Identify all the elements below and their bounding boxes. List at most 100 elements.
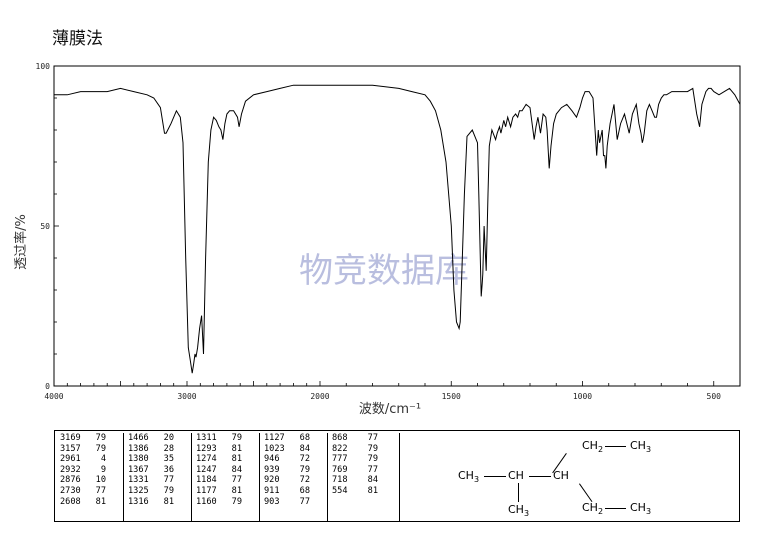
bond-left [484, 476, 506, 477]
structure-ch3-top: CH3 [630, 439, 652, 455]
peak-wavenumber: 3169 [60, 433, 81, 443]
peak-wavenumber: 1023 [264, 443, 285, 454]
peak-row: 554 81 [327, 486, 399, 497]
peak-transmittance: 79 [231, 433, 242, 443]
peak-wavenumber: 920 [264, 475, 280, 486]
peak-transmittance: 77 [299, 496, 310, 507]
peak-row: 868 77 [327, 433, 399, 444]
peak-wavenumber: 2961 [60, 454, 81, 465]
peak-row: 1184 77 [191, 475, 259, 486]
peak-column: 1127 68 1023 84 946 72 939 79 920 72 911 68 903 77 [259, 433, 328, 521]
x-tick-label: 1000 [573, 392, 592, 401]
peak-transmittance: 35 [163, 454, 174, 465]
structure-ch-center: CH [508, 469, 524, 482]
peak-wavenumber: 1274 [196, 454, 217, 465]
x-axis: 4000 3000 2000 1500 1000 500 [44, 381, 741, 401]
structure-ch2-top: CH2 [582, 439, 604, 455]
method-label: 薄膜法 [52, 29, 103, 49]
peak-wavenumber: 2932 [60, 464, 81, 475]
peak-transmittance: 84 [367, 475, 378, 486]
x-tick-label: 1500 [442, 392, 461, 401]
peak-row: 769 77 [327, 465, 399, 476]
peak-row: 1380 35 [123, 454, 191, 465]
x-tick-label: 2000 [310, 392, 329, 401]
peak-wavenumber: 1386 [128, 443, 149, 454]
y-tick-label: 50 [40, 222, 50, 231]
peak-wavenumber: 1466 [128, 433, 149, 443]
peak-wavenumber: 1127 [264, 433, 285, 443]
peak-transmittance: 20 [163, 433, 174, 443]
watermark: 物竞数据库 [299, 251, 469, 291]
peak-row: 1386 28 [123, 444, 191, 455]
peak-row: 1367 36 [123, 465, 191, 476]
peak-transmittance: 79 [231, 496, 242, 507]
peak-wavenumber: 554 [332, 485, 348, 496]
peak-transmittance: 36 [163, 464, 174, 475]
peak-row: 939 79 [259, 465, 327, 476]
peak-transmittance: 79 [367, 443, 378, 454]
peak-transmittance: 68 [299, 433, 310, 443]
peak-wavenumber: 2876 [60, 475, 81, 486]
y-tick-label: 100 [36, 62, 51, 71]
peak-row: 2876 10 [55, 475, 123, 486]
y-axis-title: 透过率/% [13, 214, 29, 270]
y-axis: 0 50 100 [36, 62, 59, 391]
peak-transmittance: 10 [95, 475, 106, 486]
peak-transmittance: 81 [163, 496, 174, 507]
peak-transmittance: 79 [95, 433, 106, 443]
peak-row: 1311 79 [191, 433, 259, 444]
peak-row: 3169 79 [55, 433, 123, 444]
peak-table: 3169 79 3157 79 2961 4 2932 9 2876 10 2730 77 2608 81… [54, 430, 740, 522]
peak-transmittance: 77 [367, 433, 378, 443]
peak-transmittance: 79 [299, 464, 310, 475]
peak-wavenumber: 718 [332, 475, 348, 486]
peak-row: 920 72 [259, 475, 327, 486]
bond-center [529, 476, 551, 477]
peak-wavenumber: 1160 [196, 496, 217, 507]
peak-column: 868 77 822 79 777 79 769 77 718 84 554 81 [327, 433, 400, 521]
peak-transmittance: 81 [231, 443, 242, 454]
structure-ch2-bottom: CH2 [582, 501, 604, 517]
peak-wavenumber: 769 [332, 464, 348, 475]
peak-transmittance: 79 [95, 443, 106, 454]
peak-row: 1127 68 [259, 433, 327, 444]
peak-wavenumber: 911 [264, 485, 280, 496]
peak-row: 1160 79 [191, 497, 259, 508]
peak-row: 1331 77 [123, 475, 191, 486]
peak-row: 911 68 [259, 486, 327, 497]
peak-wavenumber: 1293 [196, 443, 217, 454]
peak-wavenumber: 777 [332, 454, 348, 465]
peak-transmittance: 77 [367, 464, 378, 475]
peak-wavenumber: 1177 [196, 485, 217, 496]
peak-wavenumber: 2608 [60, 496, 81, 507]
peak-transmittance: 77 [231, 475, 242, 486]
peak-transmittance: 81 [231, 454, 242, 465]
peak-transmittance: 79 [163, 485, 174, 496]
peak-row: 1247 84 [191, 465, 259, 476]
x-tick-label: 500 [707, 392, 722, 401]
peak-row: 903 77 [259, 497, 327, 508]
transmittance-line [54, 84, 741, 374]
peak-row: 2730 77 [55, 486, 123, 497]
structure-ch3-bottom-right: CH3 [630, 501, 652, 517]
peak-row: 1466 20 [123, 433, 191, 444]
peak-wavenumber: 2730 [60, 485, 81, 496]
peak-transmittance: 81 [231, 485, 242, 496]
y-tick-label: 0 [45, 382, 50, 391]
peak-transmittance: 72 [299, 475, 310, 486]
peak-row: 946 72 [259, 454, 327, 465]
peak-row: 1316 81 [123, 497, 191, 508]
peak-wavenumber: 903 [264, 496, 280, 507]
peak-wavenumber: 1247 [196, 464, 217, 475]
peak-row: 1023 84 [259, 444, 327, 455]
x-axis-title: 波数/cm⁻¹ [359, 402, 421, 417]
peak-wavenumber: 3157 [60, 443, 81, 454]
structure-ch-right: CH [553, 469, 569, 482]
peak-wavenumber: 1184 [196, 475, 217, 486]
peak-wavenumber: 1311 [196, 433, 217, 443]
bond-bottom-h [605, 508, 626, 509]
peak-transmittance: 77 [163, 475, 174, 486]
peak-wavenumber: 868 [332, 433, 348, 443]
peak-row: 777 79 [327, 454, 399, 465]
peak-wavenumber: 1380 [128, 454, 149, 465]
